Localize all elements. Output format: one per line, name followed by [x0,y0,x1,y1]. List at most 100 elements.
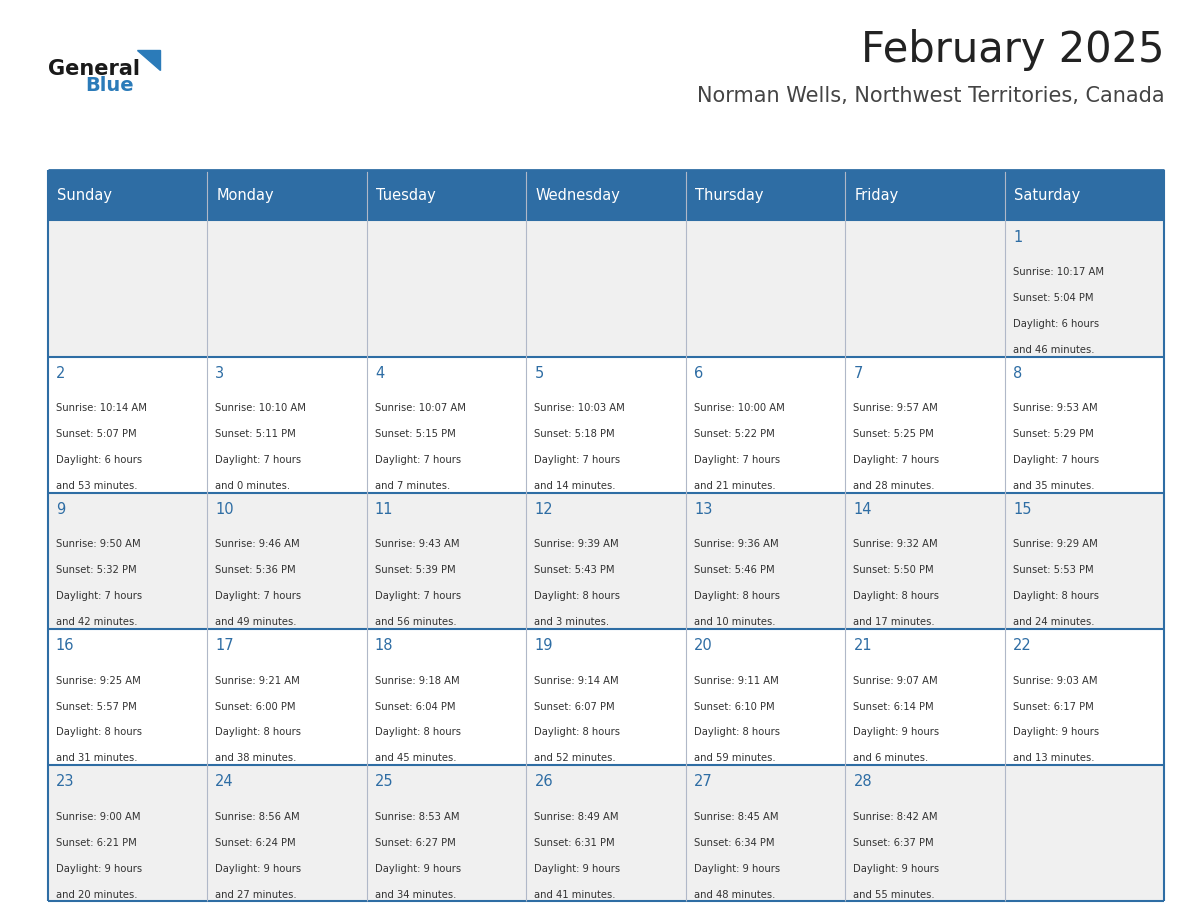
Text: Sunset: 5:57 PM: Sunset: 5:57 PM [56,701,137,711]
Text: 10: 10 [215,502,234,517]
Text: and 48 minutes.: and 48 minutes. [694,890,776,900]
Text: Daylight: 8 hours: Daylight: 8 hours [535,727,620,737]
Text: and 14 minutes.: and 14 minutes. [535,481,615,491]
Text: and 3 minutes.: and 3 minutes. [535,617,609,627]
Text: Daylight: 9 hours: Daylight: 9 hours [1013,727,1099,737]
Bar [48,493,1164,629]
Text: and 45 minutes.: and 45 minutes. [375,754,456,764]
Text: Sunrise: 9:21 AM: Sunrise: 9:21 AM [215,676,301,686]
Text: Daylight: 7 hours: Daylight: 7 hours [1013,455,1099,465]
Text: 15: 15 [1013,502,1031,517]
Text: Sunrise: 9:39 AM: Sunrise: 9:39 AM [535,540,619,550]
Text: Daylight: 8 hours: Daylight: 8 hours [694,591,781,601]
Text: Sunset: 5:53 PM: Sunset: 5:53 PM [1013,565,1094,576]
Text: Sunset: 5:04 PM: Sunset: 5:04 PM [1013,293,1093,303]
Text: Saturday: Saturday [1015,187,1080,203]
Text: Sunrise: 9:00 AM: Sunrise: 9:00 AM [56,812,140,822]
Text: Daylight: 7 hours: Daylight: 7 hours [375,455,461,465]
Text: and 10 minutes.: and 10 minutes. [694,617,776,627]
Text: Sunrise: 9:53 AM: Sunrise: 9:53 AM [1013,403,1098,413]
Text: Sunset: 5:11 PM: Sunset: 5:11 PM [215,429,296,439]
Text: Tuesday: Tuesday [377,187,436,203]
Text: and 35 minutes.: and 35 minutes. [1013,481,1094,491]
Text: 17: 17 [215,638,234,654]
Text: Daylight: 7 hours: Daylight: 7 hours [694,455,781,465]
Text: and 41 minutes.: and 41 minutes. [535,890,615,900]
Text: Daylight: 9 hours: Daylight: 9 hours [853,864,940,874]
Text: 13: 13 [694,502,713,517]
Text: and 53 minutes.: and 53 minutes. [56,481,138,491]
Text: Sunrise: 10:10 AM: Sunrise: 10:10 AM [215,403,307,413]
Text: and 28 minutes.: and 28 minutes. [853,481,935,491]
Text: Daylight: 6 hours: Daylight: 6 hours [1013,319,1099,329]
Text: Sunrise: 9:32 AM: Sunrise: 9:32 AM [853,540,939,550]
Text: 7: 7 [853,365,862,381]
Text: Sunrise: 9:25 AM: Sunrise: 9:25 AM [56,676,140,686]
Text: Sunset: 5:39 PM: Sunset: 5:39 PM [375,565,455,576]
Text: Daylight: 7 hours: Daylight: 7 hours [215,591,302,601]
Text: Monday: Monday [216,187,274,203]
Text: 25: 25 [375,775,393,789]
Text: and 56 minutes.: and 56 minutes. [375,617,456,627]
Text: Sunrise: 9:29 AM: Sunrise: 9:29 AM [1013,540,1098,550]
Text: 19: 19 [535,638,552,654]
Text: Sunrise: 9:46 AM: Sunrise: 9:46 AM [215,540,301,550]
Text: and 49 minutes.: and 49 minutes. [215,617,297,627]
Text: 5: 5 [535,365,544,381]
Text: Daylight: 9 hours: Daylight: 9 hours [215,864,302,874]
Text: and 38 minutes.: and 38 minutes. [215,754,297,764]
Text: 6: 6 [694,365,703,381]
Text: Daylight: 8 hours: Daylight: 8 hours [853,591,940,601]
Text: and 17 minutes.: and 17 minutes. [853,617,935,627]
Text: February 2025: February 2025 [861,29,1164,72]
Text: Sunset: 5:07 PM: Sunset: 5:07 PM [56,429,137,439]
Text: Sunset: 6:07 PM: Sunset: 6:07 PM [535,701,615,711]
Bar [48,629,1164,766]
Text: Sunset: 6:00 PM: Sunset: 6:00 PM [215,701,296,711]
Text: 20: 20 [694,638,713,654]
Text: 2: 2 [56,365,65,381]
Text: 26: 26 [535,775,554,789]
Text: Daylight: 7 hours: Daylight: 7 hours [535,455,620,465]
Text: Sunrise: 10:14 AM: Sunrise: 10:14 AM [56,403,146,413]
Text: Daylight: 6 hours: Daylight: 6 hours [56,455,141,465]
Text: 4: 4 [375,365,384,381]
Text: Sunrise: 9:14 AM: Sunrise: 9:14 AM [535,676,619,686]
Text: Sunrise: 9:36 AM: Sunrise: 9:36 AM [694,540,778,550]
Text: Daylight: 8 hours: Daylight: 8 hours [56,727,141,737]
Text: and 59 minutes.: and 59 minutes. [694,754,776,764]
Text: Daylight: 8 hours: Daylight: 8 hours [1013,591,1099,601]
Text: Daylight: 8 hours: Daylight: 8 hours [694,727,781,737]
Bar [48,220,1164,356]
Text: Sunrise: 9:18 AM: Sunrise: 9:18 AM [375,676,460,686]
Text: 23: 23 [56,775,75,789]
Text: Sunset: 6:24 PM: Sunset: 6:24 PM [215,838,296,848]
Text: Sunrise: 10:03 AM: Sunrise: 10:03 AM [535,403,625,413]
Text: Daylight: 8 hours: Daylight: 8 hours [375,727,461,737]
Text: Sunrise: 10:00 AM: Sunrise: 10:00 AM [694,403,785,413]
Text: Sunset: 6:27 PM: Sunset: 6:27 PM [375,838,456,848]
Text: and 55 minutes.: and 55 minutes. [853,890,935,900]
Text: 12: 12 [535,502,554,517]
Text: Sunrise: 10:07 AM: Sunrise: 10:07 AM [375,403,466,413]
Text: 28: 28 [853,775,872,789]
Bar [48,356,1164,493]
Text: and 0 minutes.: and 0 minutes. [215,481,291,491]
Text: Sunrise: 9:03 AM: Sunrise: 9:03 AM [1013,676,1098,686]
Text: 14: 14 [853,502,872,517]
Text: Sunrise: 10:17 AM: Sunrise: 10:17 AM [1013,267,1104,277]
Text: 24: 24 [215,775,234,789]
Text: and 34 minutes.: and 34 minutes. [375,890,456,900]
Text: Daylight: 9 hours: Daylight: 9 hours [375,864,461,874]
Text: and 42 minutes.: and 42 minutes. [56,617,138,627]
Text: 3: 3 [215,365,225,381]
Text: Daylight: 9 hours: Daylight: 9 hours [694,864,781,874]
Text: Daylight: 9 hours: Daylight: 9 hours [535,864,620,874]
Text: Sunset: 6:17 PM: Sunset: 6:17 PM [1013,701,1094,711]
Text: Blue: Blue [86,76,134,95]
Polygon shape [137,50,160,70]
Text: Sunset: 5:36 PM: Sunset: 5:36 PM [215,565,296,576]
Text: and 13 minutes.: and 13 minutes. [1013,754,1094,764]
Text: Sunset: 6:14 PM: Sunset: 6:14 PM [853,701,934,711]
Text: Sunrise: 9:11 AM: Sunrise: 9:11 AM [694,676,778,686]
